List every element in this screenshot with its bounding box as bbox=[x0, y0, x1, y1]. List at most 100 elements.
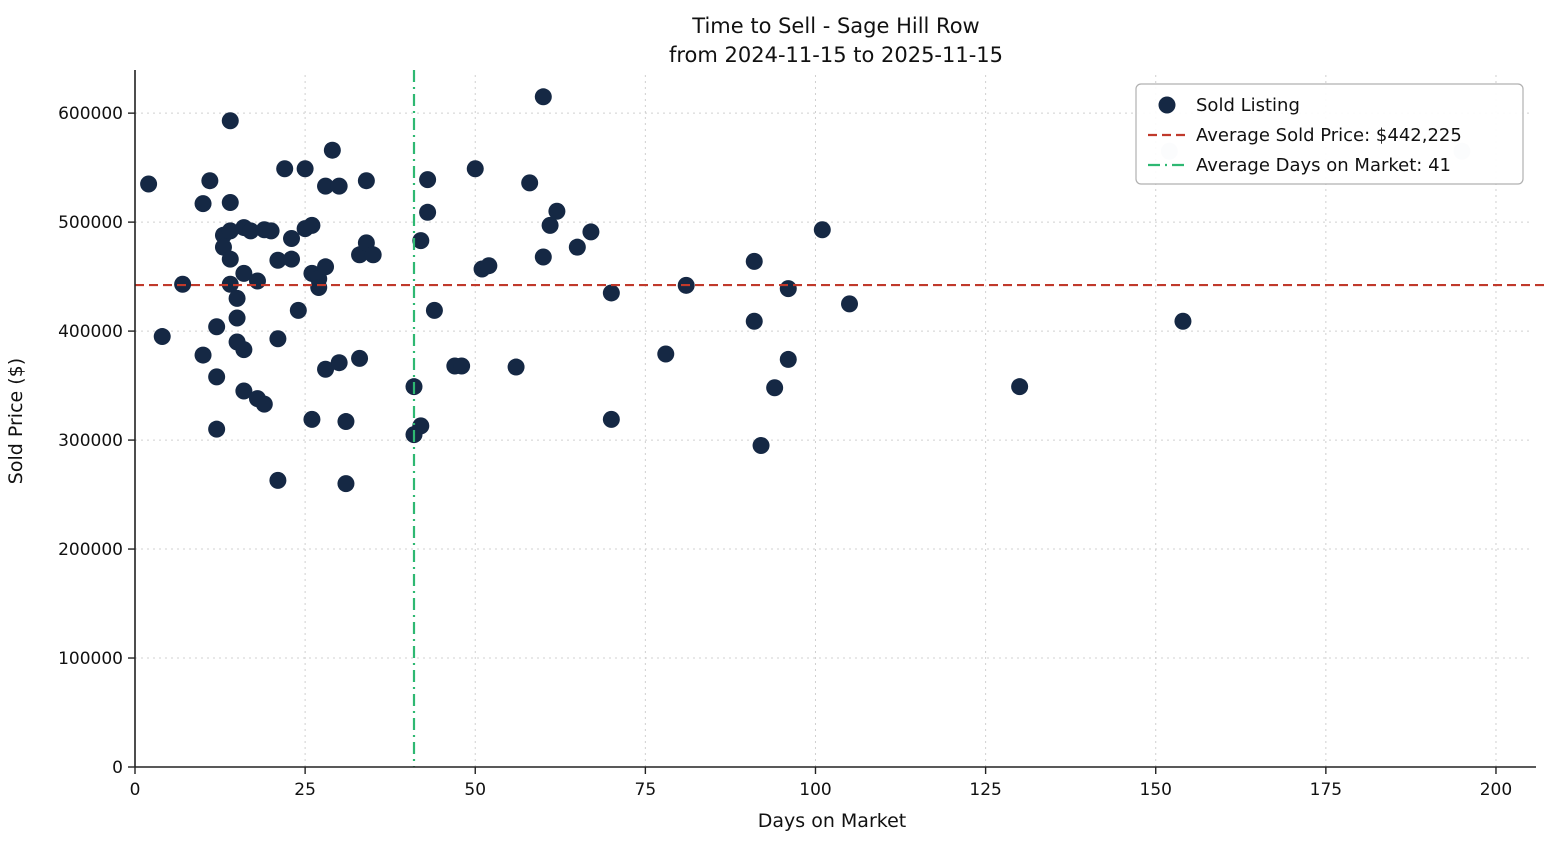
data-point bbox=[1011, 378, 1029, 396]
data-point bbox=[745, 312, 763, 330]
data-layer bbox=[135, 70, 1547, 767]
data-point bbox=[242, 222, 260, 240]
data-point bbox=[269, 251, 287, 269]
data-point bbox=[235, 264, 253, 282]
data-point bbox=[208, 420, 226, 438]
data-point bbox=[317, 360, 335, 378]
legend-label: Sold Listing bbox=[1196, 95, 1300, 116]
data-point bbox=[813, 221, 831, 239]
x-tick-label: 200 bbox=[1480, 780, 1512, 800]
data-point bbox=[779, 350, 797, 368]
data-point bbox=[568, 238, 586, 256]
data-point bbox=[317, 258, 335, 276]
x-tick-label: 0 bbox=[130, 780, 141, 800]
data-point bbox=[208, 318, 226, 336]
data-point bbox=[745, 252, 763, 270]
data-point bbox=[303, 410, 321, 428]
data-point bbox=[235, 341, 253, 359]
y-tick-label: 200000 bbox=[58, 540, 123, 560]
data-point bbox=[283, 250, 301, 268]
data-point bbox=[194, 346, 212, 364]
data-point bbox=[752, 437, 770, 455]
y-tick-label: 400000 bbox=[58, 322, 123, 342]
data-point bbox=[221, 275, 239, 293]
data-point bbox=[541, 216, 559, 234]
x-tick-label: 150 bbox=[1140, 780, 1172, 800]
data-point bbox=[262, 222, 280, 240]
x-tick-label: 125 bbox=[969, 780, 1001, 800]
data-point bbox=[248, 272, 266, 290]
data-point bbox=[602, 284, 620, 302]
data-point bbox=[310, 279, 328, 297]
data-point bbox=[480, 257, 498, 275]
data-point bbox=[582, 223, 600, 241]
data-point bbox=[255, 395, 273, 413]
data-point bbox=[153, 328, 171, 346]
data-point bbox=[357, 172, 375, 190]
data-point bbox=[548, 202, 566, 220]
data-point bbox=[269, 330, 287, 348]
data-point bbox=[351, 349, 369, 367]
data-point bbox=[466, 160, 484, 178]
data-point bbox=[228, 289, 246, 307]
data-point bbox=[208, 368, 226, 386]
legend-box bbox=[1135, 83, 1524, 185]
x-axis-label: Days on Market bbox=[758, 810, 906, 832]
data-point bbox=[425, 301, 443, 319]
data-point bbox=[507, 358, 525, 376]
y-tick-label: 600000 bbox=[58, 104, 123, 124]
data-point bbox=[657, 345, 675, 363]
data-point bbox=[269, 471, 287, 489]
data-point bbox=[412, 232, 430, 250]
data-point bbox=[221, 112, 239, 130]
y-tick-label: 0 bbox=[112, 758, 123, 778]
chart-subtitle: from 2024-11-15 to 2025-11-15 bbox=[669, 43, 1003, 67]
data-point bbox=[296, 160, 314, 178]
data-point bbox=[841, 295, 859, 313]
data-point bbox=[1174, 312, 1192, 330]
data-point bbox=[276, 160, 294, 178]
y-axis-label: Sold Price ($) bbox=[5, 358, 27, 484]
data-point bbox=[323, 141, 341, 159]
data-point bbox=[364, 246, 382, 264]
data-point bbox=[330, 354, 348, 372]
axes-layer: 0 25 50 75 100 125 150 175 200 0 100000 200000 30000… bbox=[58, 70, 1536, 800]
data-point bbox=[221, 222, 239, 240]
data-point bbox=[221, 194, 239, 212]
data-point bbox=[289, 301, 307, 319]
data-point bbox=[602, 410, 620, 428]
legend-label: Average Sold Price: $442,225 bbox=[1196, 125, 1462, 146]
x-tick-label: 25 bbox=[294, 780, 316, 800]
data-point bbox=[337, 475, 355, 493]
legend: Sold Listing Average Sold Price: $442,225… bbox=[1135, 83, 1524, 185]
data-point bbox=[283, 229, 301, 247]
data-point bbox=[235, 382, 253, 400]
data-point bbox=[412, 417, 430, 435]
data-point bbox=[419, 203, 437, 221]
data-point bbox=[337, 413, 355, 431]
data-point bbox=[453, 357, 471, 375]
legend-marker-dot bbox=[1158, 96, 1176, 114]
data-point bbox=[194, 195, 212, 213]
chart-title: Time to Sell - Sage Hill Row bbox=[691, 14, 979, 38]
data-point bbox=[201, 172, 219, 190]
data-point bbox=[766, 379, 784, 397]
data-point bbox=[140, 175, 158, 193]
legend-label: Average Days on Market: 41 bbox=[1196, 155, 1451, 176]
x-tick-label: 175 bbox=[1310, 780, 1342, 800]
x-tick-label: 50 bbox=[464, 780, 486, 800]
data-point bbox=[317, 177, 335, 195]
x-tick-label: 100 bbox=[799, 780, 831, 800]
data-point bbox=[303, 216, 321, 234]
data-point bbox=[521, 174, 539, 192]
x-tick-label: 75 bbox=[635, 780, 657, 800]
data-point bbox=[534, 88, 552, 106]
y-tick-label: 100000 bbox=[58, 649, 123, 669]
data-point bbox=[779, 280, 797, 298]
data-point bbox=[534, 248, 552, 266]
data-point bbox=[228, 309, 246, 327]
data-point bbox=[419, 171, 437, 189]
data-point bbox=[330, 177, 348, 195]
